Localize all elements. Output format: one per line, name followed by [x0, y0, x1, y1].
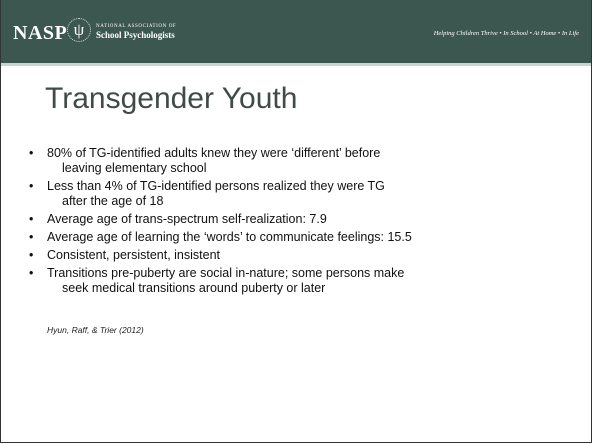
bullet-line: Average age of trans-spectrum self-reali…	[47, 212, 327, 226]
logo-symbol: ψ	[67, 18, 91, 42]
bullet: Consistent, persistent, insistent	[29, 248, 569, 263]
tagline: Helping Children Thrive • In School • At…	[433, 30, 579, 37]
bullet-line: after the age of 18	[62, 194, 164, 208]
bullet: Average age of trans-spectrum self-reali…	[29, 212, 569, 227]
logo: NASP	[13, 22, 68, 44]
org-line: NATIONAL ASSOCIATION OF	[96, 24, 177, 29]
bullet-line: Average age of learning the ‘words’ to c…	[47, 230, 412, 244]
bullet: Less than 4% of TG-identified persons re…	[29, 179, 569, 209]
bullet: 80% of TG-identified adults knew they we…	[29, 146, 569, 176]
bullet-line: Transitions pre-puberty are social in-na…	[47, 266, 405, 280]
bullet-line: Consistent, persistent, insistent	[47, 248, 220, 262]
bullet-line: 80% of TG-identified adults knew they we…	[47, 146, 381, 160]
bullet: Transitions pre-puberty are social in-na…	[29, 266, 569, 296]
slide-title: Transgender Youth	[45, 82, 298, 115]
org-line: School Psychologists	[96, 30, 175, 40]
bullet-list: 80% of TG-identified adults knew they we…	[29, 146, 569, 299]
citation: Hyun, Raff, & Trier (2012)	[47, 325, 144, 335]
bullet-line: seek medical transitions around puberty …	[62, 281, 326, 295]
org-name: NATIONAL ASSOCIATION OF School Psycholog…	[96, 24, 176, 40]
bullet-line: leaving elementary school	[62, 161, 207, 175]
bullet-line: Less than 4% of TG-identified persons re…	[47, 179, 385, 193]
bullet: Average age of learning the ‘words’ to c…	[29, 230, 569, 245]
header-band: NASP ψ NATIONAL ASSOCIATION OF School Ps…	[1, 0, 591, 66]
